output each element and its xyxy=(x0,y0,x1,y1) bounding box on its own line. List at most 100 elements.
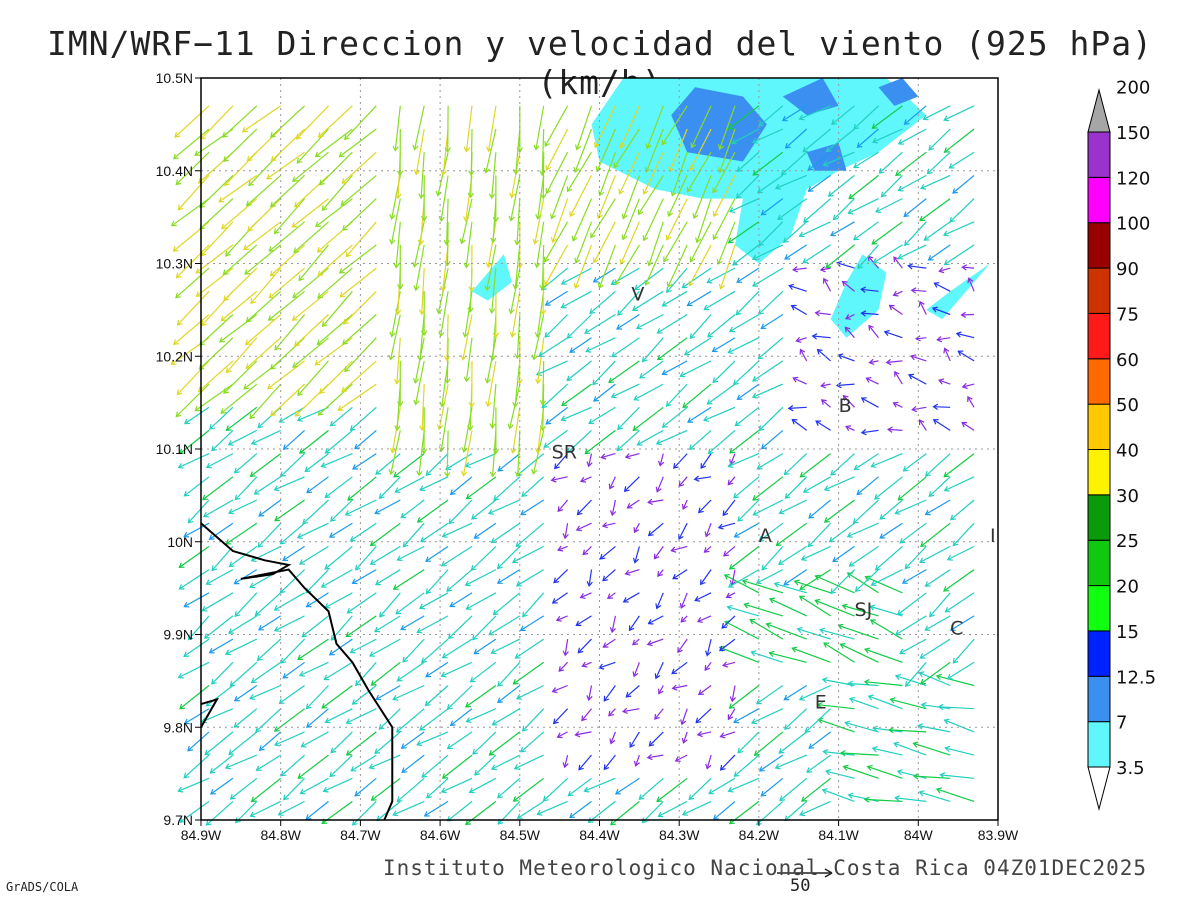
wind-vector-head xyxy=(425,588,432,595)
wind-vector xyxy=(872,747,903,756)
wind-vector-head xyxy=(712,211,719,218)
wind-vector-head xyxy=(535,214,542,221)
wind-vector xyxy=(178,453,210,469)
wind-vector-head xyxy=(520,509,526,516)
wind-vector xyxy=(541,383,569,408)
wind-vector xyxy=(425,661,449,678)
wind-vector xyxy=(318,105,353,138)
wind-vector xyxy=(317,267,353,299)
wind-vector xyxy=(228,429,258,446)
wind-vector-head xyxy=(749,618,756,625)
colorbar-label: 100 xyxy=(1116,214,1150,235)
wind-vector-head xyxy=(774,183,781,190)
wind-vector xyxy=(211,429,234,452)
wind-vector-head xyxy=(728,563,735,570)
wind-vector xyxy=(178,661,210,679)
wind-vector-head xyxy=(623,486,630,492)
wind-vector-head xyxy=(732,259,739,266)
wind-vector-head xyxy=(870,462,877,468)
wind-vector xyxy=(545,290,568,306)
wind-vector-head xyxy=(943,485,950,492)
wind-vector xyxy=(249,684,281,700)
wind-vector xyxy=(871,569,903,586)
wind-vector xyxy=(682,383,712,408)
wind-vector-head xyxy=(448,518,455,525)
wind-vector xyxy=(419,708,449,731)
wind-vector-head xyxy=(291,222,298,228)
wind-vector-head xyxy=(618,188,625,195)
wind-vector xyxy=(254,476,282,495)
wind-vector-head xyxy=(637,209,644,216)
wind-vector xyxy=(757,453,784,470)
wind-vector-head xyxy=(894,795,901,802)
wind-vector xyxy=(648,731,664,747)
wind-vector-head xyxy=(472,748,479,755)
wind-vector xyxy=(178,777,210,792)
wind-vector xyxy=(274,476,305,491)
wind-vector xyxy=(727,708,736,720)
wind-vector-head xyxy=(609,738,616,745)
wind-vector-head xyxy=(534,448,542,455)
colorbar-label: 12.5 xyxy=(1116,667,1156,688)
wind-vector-head xyxy=(345,750,352,756)
wind-vector-head xyxy=(608,710,614,717)
wind-vector-head xyxy=(273,726,280,732)
wind-vector xyxy=(352,800,377,826)
wind-vector-head xyxy=(338,267,345,274)
wind-vector xyxy=(889,304,903,315)
wind-vector-head xyxy=(799,810,806,817)
wind-vector-head xyxy=(324,717,331,724)
wind-vector xyxy=(211,661,234,685)
wind-vector xyxy=(534,198,545,244)
wind-vector-head xyxy=(487,508,494,515)
wind-vector-head xyxy=(573,282,580,290)
wind-vector xyxy=(544,314,569,338)
wind-vector xyxy=(345,615,377,637)
wind-vector xyxy=(488,615,521,636)
wind-vector xyxy=(470,128,473,176)
wind-vector xyxy=(758,522,784,542)
wind-vector-head xyxy=(952,188,958,194)
wind-vector-head xyxy=(250,439,257,446)
wind-vector xyxy=(342,314,377,345)
wind-vector-head xyxy=(441,652,448,659)
wind-vector xyxy=(221,198,258,230)
wind-vector xyxy=(721,615,736,629)
wind-vector xyxy=(694,592,712,602)
wind-vector-head xyxy=(633,395,640,401)
wind-vector xyxy=(474,522,497,539)
wind-vector xyxy=(417,499,449,523)
wind-vector-head xyxy=(777,559,784,565)
wind-vector-head xyxy=(819,266,826,273)
wind-vector-head xyxy=(393,262,400,269)
wind-vector-head xyxy=(860,286,866,293)
wind-vector xyxy=(179,569,210,590)
wind-vector xyxy=(706,754,712,769)
wind-vector xyxy=(323,777,353,792)
wind-vector-head xyxy=(944,606,951,613)
wind-vector xyxy=(225,522,258,545)
wind-vector-head xyxy=(741,578,748,585)
wind-vector xyxy=(713,175,736,217)
wind-vector xyxy=(732,244,760,266)
wind-vector xyxy=(871,221,903,245)
wind-vector-head xyxy=(535,378,542,385)
wind-vector xyxy=(705,522,712,537)
wind-vector-head xyxy=(854,586,861,592)
wind-vector xyxy=(884,331,903,339)
wind-vector-head xyxy=(269,270,276,277)
wind-vector-head xyxy=(807,541,814,548)
wind-vector xyxy=(225,754,258,769)
wind-vector-head xyxy=(924,470,931,477)
wind-vector xyxy=(245,314,282,345)
wind-vector-head xyxy=(484,377,491,384)
wind-vector-head xyxy=(297,654,304,661)
colorbar-top-arrow xyxy=(1087,88,1111,133)
wind-vector xyxy=(350,638,377,654)
wind-vector xyxy=(752,151,784,176)
wind-vector-head xyxy=(690,142,697,149)
wind-vector-head xyxy=(616,445,623,452)
wind-vector-head xyxy=(305,703,312,710)
wind-vector xyxy=(575,615,592,626)
wind-vector xyxy=(637,429,664,446)
